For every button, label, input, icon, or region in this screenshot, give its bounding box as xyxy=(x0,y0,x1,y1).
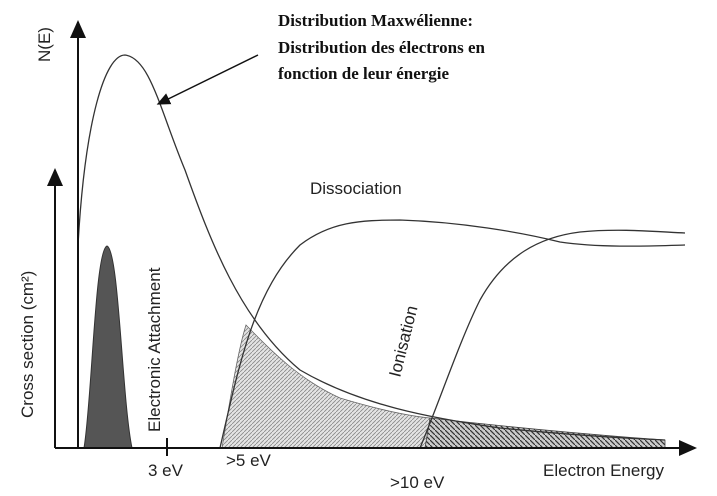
x-axis-label: Electron Energy xyxy=(543,461,664,480)
title-line: fonction de leur énergie xyxy=(278,64,450,83)
attachment-peak xyxy=(83,245,133,449)
curve-label: Ionisation xyxy=(385,304,421,379)
curve-label: Electronic Attachment xyxy=(145,267,164,432)
x-label: >5 eV xyxy=(226,451,272,470)
shade-dissociation xyxy=(221,324,431,449)
y-axis-label: Cross section (cm²) xyxy=(18,271,37,418)
x-label: >10 eV xyxy=(390,473,445,492)
title-line: Distribution des électrons en xyxy=(278,38,486,57)
x-label: 3 eV xyxy=(148,461,184,480)
y-axis-label: N(E) xyxy=(35,27,54,62)
title-line: Distribution Maxwélienne: xyxy=(278,11,473,30)
ionisation-curve xyxy=(419,229,686,449)
maxwell-curve xyxy=(77,54,666,441)
title-arrow xyxy=(156,54,259,105)
dissociation-curve xyxy=(219,219,686,449)
curve-label: Dissociation xyxy=(310,179,402,198)
